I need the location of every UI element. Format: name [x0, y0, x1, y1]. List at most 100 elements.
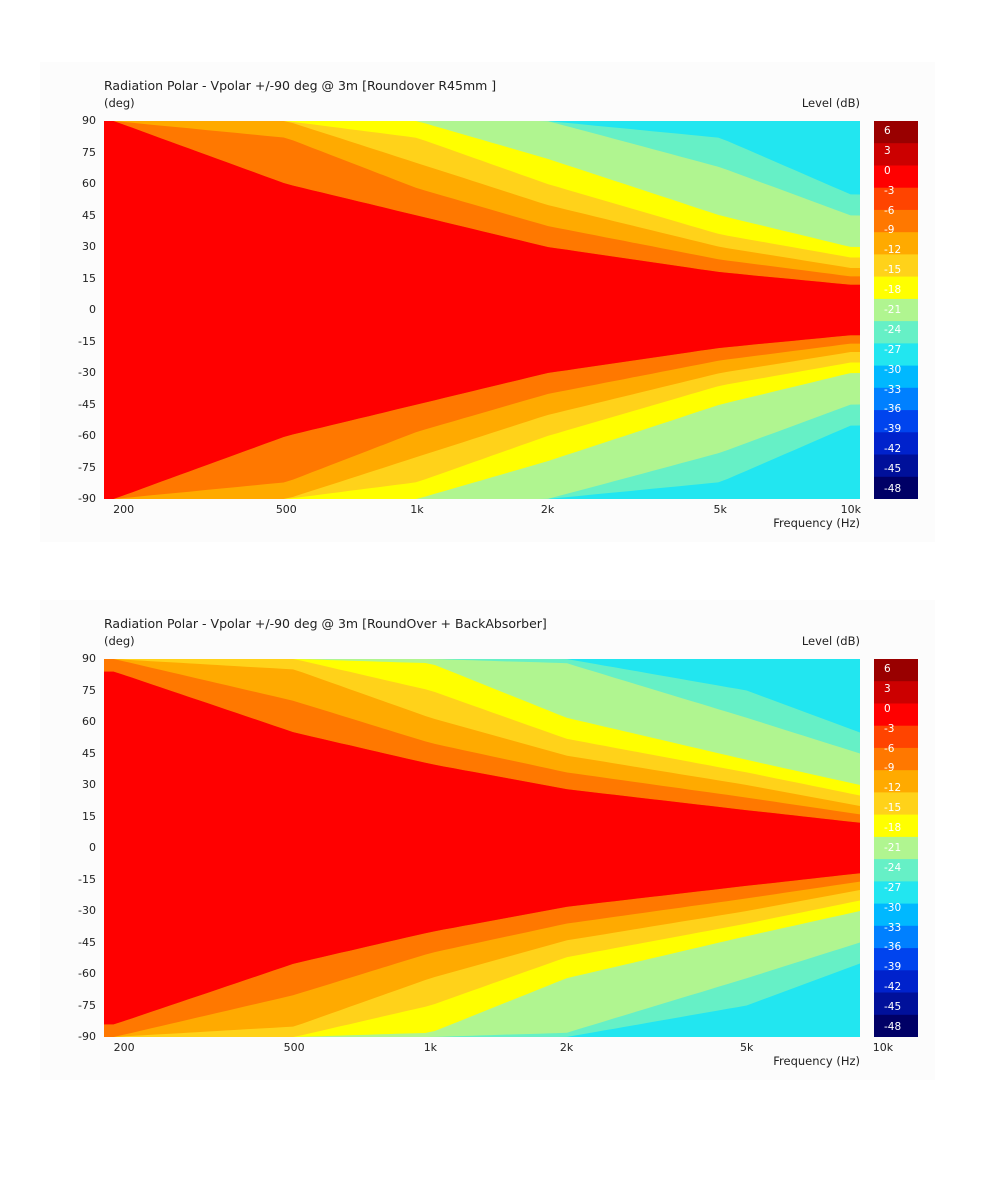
colorbar-tick-label: -6: [884, 742, 895, 755]
y-tick-label: 15: [82, 809, 96, 823]
colorbar-swatch: [874, 1014, 918, 1037]
y-tick-label: -90: [78, 1030, 96, 1043]
y-tick-label: 60: [82, 715, 96, 728]
y-tick-label: 45: [82, 208, 96, 222]
y-tick-label: 30: [82, 240, 96, 253]
colorbar-tick-label: -9: [884, 224, 895, 237]
y-tick-label: 45: [82, 746, 96, 760]
colorbar-tick-label: -42: [884, 981, 902, 994]
colorbar-label: Level (dB): [801, 96, 860, 110]
colorbar-tick-label: -24: [884, 323, 902, 336]
colorbar-swatch: [874, 454, 918, 478]
heatmap-plot-area: [104, 121, 860, 499]
colorbar-swatch: [874, 725, 918, 749]
y-tick-label: 60: [82, 177, 96, 190]
colorbar-swatch: [874, 681, 918, 704]
colorbar-swatch: [874, 881, 918, 905]
colorbar-tick-label: -27: [884, 881, 902, 894]
colorbar-tick-label: -18: [884, 284, 902, 297]
x-tick-label: 200: [113, 503, 135, 516]
colorbar-tick-label: -27: [884, 343, 902, 356]
colorbar-swatch: [874, 747, 918, 771]
colorbar-label: Level (dB): [801, 634, 860, 648]
colorbar-swatch: [874, 232, 918, 255]
colorbar-tick-label: -33: [884, 921, 902, 934]
colorbar-tick-label: -36: [884, 403, 902, 416]
colorbar-tick-label: 3: [884, 682, 891, 695]
contour-band-core: [104, 671, 860, 1025]
colorbar-tick-label: -48: [884, 1021, 902, 1034]
colorbar-swatch: [874, 659, 918, 682]
y-tick-label: -45: [78, 935, 96, 949]
colorbar: [874, 121, 918, 499]
x-tick-label: 1k: [410, 503, 424, 516]
colorbar-tick-label: -6: [884, 204, 895, 217]
colorbar-tick-label: -15: [884, 802, 902, 815]
colorbar-swatch: [874, 276, 918, 300]
y-tick-label: -60: [78, 967, 96, 980]
x-tick-label: 5k: [713, 503, 727, 516]
x-tick-label: 2k: [559, 1041, 574, 1054]
colorbar-tick-label: -21: [884, 842, 902, 854]
colorbar-tick-label: -9: [884, 762, 895, 775]
colorbar-tick-label: -15: [884, 264, 902, 277]
polar-chart-roundover-backabsorber: Radiation Polar - Vpolar +/-90 deg @ 3m …: [40, 600, 935, 1080]
x-tick-label: 500: [275, 503, 297, 516]
x-tick-label: 5k: [739, 1041, 754, 1054]
heatmap-svg: [104, 121, 860, 499]
colorbar-tick-label: -30: [884, 363, 902, 376]
colorbar-tick-label: -33: [884, 383, 902, 396]
y-tick-label: -75: [78, 998, 96, 1012]
colorbar-swatch: [874, 298, 918, 322]
x-tick-label: 500: [283, 1041, 305, 1054]
colorbar-swatch: [874, 859, 918, 882]
colorbar-tick-label: 0: [884, 702, 891, 715]
colorbar-swatch: [874, 792, 918, 816]
x-tick-label: 200: [113, 1041, 135, 1054]
y-axis-label: (deg): [104, 634, 135, 648]
colorbar-tick-label: -3: [884, 184, 895, 197]
colorbar-tick-label: -24: [884, 861, 902, 874]
y-tick-label: 15: [82, 271, 96, 285]
colorbar-tick-label: -12: [884, 244, 902, 257]
x-tick-label: 2k: [540, 503, 555, 516]
colorbar-swatch: [874, 343, 918, 367]
colorbar: [874, 659, 918, 1037]
colorbar-tick-label: -42: [884, 443, 902, 456]
colorbar-swatch: [874, 410, 918, 433]
colorbar-swatch: [874, 387, 918, 411]
colorbar-swatch: [874, 432, 918, 455]
colorbar-tick-label: -48: [884, 483, 902, 496]
chart-title: Radiation Polar - Vpolar +/-90 deg @ 3m …: [104, 78, 497, 93]
colorbar-swatch: [874, 770, 918, 793]
colorbar-swatch: [874, 365, 918, 389]
colorbar-tick-label: 6: [884, 124, 891, 137]
y-tick-label: -30: [78, 904, 96, 917]
y-tick-label: 0: [89, 841, 96, 854]
y-tick-label: -15: [78, 872, 96, 886]
y-tick-label: 30: [82, 778, 96, 791]
heatmap-svg: [104, 659, 860, 1037]
colorbar-swatch: [874, 903, 918, 927]
x-tick-label: 10k: [872, 1041, 894, 1054]
y-tick-label: -15: [78, 334, 96, 348]
colorbar-swatch: [874, 970, 918, 993]
colorbar-swatch: [874, 143, 918, 166]
colorbar-swatch: [874, 209, 918, 233]
colorbar-tick-label: -21: [884, 304, 902, 316]
colorbar-tick-label: -30: [884, 901, 902, 914]
colorbar-swatch: [874, 254, 918, 278]
colorbar-tick-label: -45: [884, 1001, 902, 1014]
y-tick-label: 0: [89, 303, 96, 316]
polar-chart-roundover: Radiation Polar - Vpolar +/-90 deg @ 3m …: [40, 62, 935, 542]
colorbar-swatch: [874, 165, 918, 189]
colorbar-swatch: [874, 187, 918, 211]
colorbar-tick-label: 6: [884, 662, 891, 675]
colorbar-tick-label: -39: [884, 423, 902, 436]
colorbar-swatch: [874, 321, 918, 344]
colorbar-swatch: [874, 925, 918, 949]
colorbar-svg: [874, 659, 918, 1037]
colorbar-swatch: [874, 121, 918, 144]
y-tick-label: 90: [82, 652, 96, 665]
x-axis-label: Frequency (Hz): [773, 516, 860, 530]
